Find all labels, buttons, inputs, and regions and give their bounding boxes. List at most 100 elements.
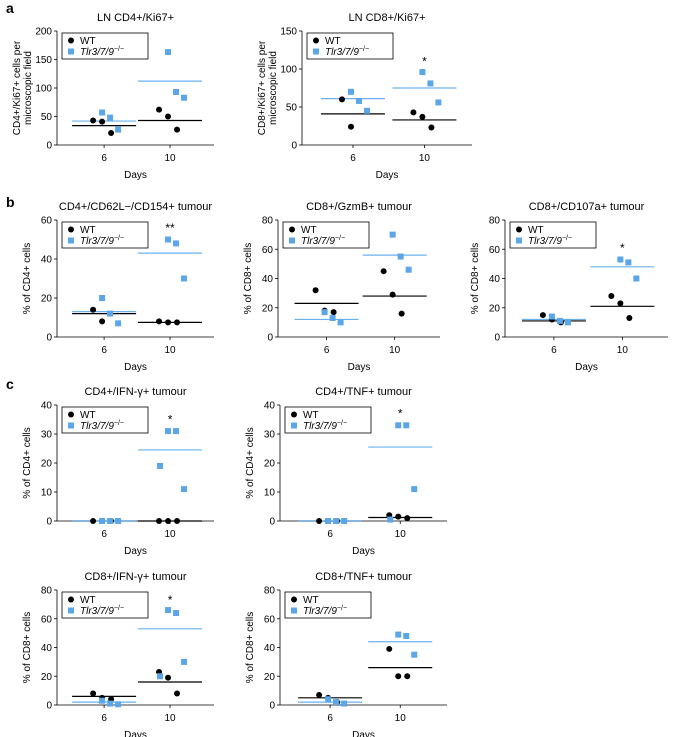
wt-point: [539, 312, 546, 319]
legend-wt-label: WT: [301, 225, 317, 236]
chart-c2: CD4+/TNF+ tumour 0 10 20 30 40 6 10 Days % of CD4…: [245, 386, 447, 557]
ko-point: [99, 109, 106, 116]
ko-point: [173, 428, 180, 435]
y-tick-label: 80: [489, 216, 501, 227]
significance-marker: *: [398, 407, 403, 421]
wt-point: [316, 691, 323, 698]
wt-point: [348, 123, 354, 130]
wt-point: [404, 673, 411, 680]
legend-ko-label: Tlr3/7/9−/−: [80, 235, 124, 247]
legend-ko-superscript: −/−: [114, 46, 124, 53]
legend-box: [61, 32, 149, 60]
wt-point: [99, 118, 106, 125]
legend-ko-superscript: −/−: [562, 235, 572, 242]
wt-point: [428, 124, 435, 131]
y-tick-label: 40: [264, 401, 276, 412]
ko-point: [157, 673, 164, 680]
ko-point: [165, 49, 172, 56]
legend-wt-label: WT: [80, 410, 96, 421]
y-tick-label: 100: [280, 65, 297, 76]
y-tick-label: 50: [286, 103, 298, 114]
ko-point: [617, 256, 624, 263]
y-tick-label: 40: [41, 401, 53, 412]
y-tick-label: 0: [46, 701, 52, 712]
x-axis-label: Days: [124, 362, 147, 373]
ko-point: [405, 266, 412, 273]
y-tick-label: 60: [264, 614, 276, 625]
y-tick-label: 30: [41, 430, 53, 441]
legend-ko-label: Tlr3/7/9−/−: [80, 605, 124, 617]
ko-point: [411, 486, 418, 493]
x-tick-label: 10: [395, 529, 407, 540]
ko-point: [348, 88, 354, 95]
ko-point: [173, 240, 180, 247]
legend-box: [509, 221, 597, 249]
ko-point: [435, 99, 442, 106]
wt-point: [99, 318, 106, 325]
wt-point: [386, 645, 393, 652]
legend-ko-marker: [68, 237, 74, 244]
ko-point: [173, 88, 180, 95]
legend-wt-label: WT: [303, 595, 319, 606]
wt-point: [419, 113, 426, 120]
legend-ko-label: Tlr3/7/9−/−: [80, 420, 124, 432]
legend-wt-label: WT: [528, 225, 544, 236]
wt-point: [90, 690, 97, 697]
y-axis-label: % of CD4+ cells: [245, 427, 256, 498]
ko-point: [165, 236, 172, 243]
legend-box: [61, 221, 149, 249]
y-tick-label: 80: [41, 586, 53, 597]
legend-box: [306, 32, 394, 60]
legend-ko-marker: [313, 48, 319, 55]
wt-point: [165, 518, 172, 524]
panel-label-c: c: [6, 376, 14, 392]
y-tick-label: 100: [35, 84, 52, 95]
legend-ko-label: Tlr3/7/9−/−: [303, 420, 347, 432]
x-tick-label: 6: [327, 529, 333, 540]
ko-point: [107, 700, 114, 707]
chart-c1: CD4+/IFN-γ+ tumour 0 10 20 30 40 6 10 Days % of C…: [22, 386, 214, 557]
legend-ko-label: Tlr3/7/9−/−: [303, 605, 347, 617]
y-axis-label: CD4+/Ki67+ cells permicroscopic field: [12, 40, 34, 135]
y-tick-label: 40: [41, 255, 53, 266]
ko-point: [333, 699, 340, 706]
y-tick-label: 80: [262, 216, 274, 227]
ko-point: [341, 518, 348, 524]
wt-point: [404, 515, 411, 522]
y-tick-label: 20: [41, 672, 53, 683]
chart-b2: CD8+/GzmB+ tumour 0 20 40 60 80 6 10 Days % of CD…: [243, 201, 440, 373]
y-tick-label: 0: [494, 333, 500, 344]
significance-marker: *: [168, 413, 173, 427]
wt-point: [410, 109, 417, 116]
y-tick-label: 0: [46, 333, 52, 344]
y-axis-label-line: microscopic field: [23, 51, 34, 125]
y-tick-label: 20: [262, 303, 274, 314]
significance-marker: *: [422, 54, 427, 68]
wt-point: [108, 130, 115, 137]
ko-point: [633, 275, 640, 282]
chart-title: CD8+/CD107a+ tumour: [529, 201, 645, 213]
legend-ko-marker: [291, 422, 297, 429]
significance-marker: *: [168, 593, 173, 607]
wt-point: [389, 291, 396, 298]
legend-ko-label: Tlr3/7/9−/−: [325, 46, 369, 58]
significance-marker: *: [620, 241, 625, 255]
legend-ko-marker: [68, 48, 74, 55]
x-tick-label: 10: [395, 713, 407, 724]
y-axis-label: % of CD8+ cells: [22, 612, 33, 683]
wt-point: [608, 293, 615, 300]
ko-point: [107, 310, 114, 317]
y-tick-label: 200: [35, 27, 52, 38]
ko-point: [99, 295, 106, 301]
wt-point: [174, 518, 181, 524]
legend-wt-label: WT: [80, 595, 96, 606]
y-tick-label: 40: [489, 274, 501, 285]
legend-wt-marker: [313, 37, 319, 44]
wt-point: [174, 690, 181, 697]
ko-point: [403, 422, 410, 429]
x-axis-label: Days: [352, 546, 375, 557]
y-axis-label: % of CD8+ cells: [470, 243, 481, 314]
significance-marker: **: [165, 221, 175, 235]
ko-point: [115, 701, 122, 708]
